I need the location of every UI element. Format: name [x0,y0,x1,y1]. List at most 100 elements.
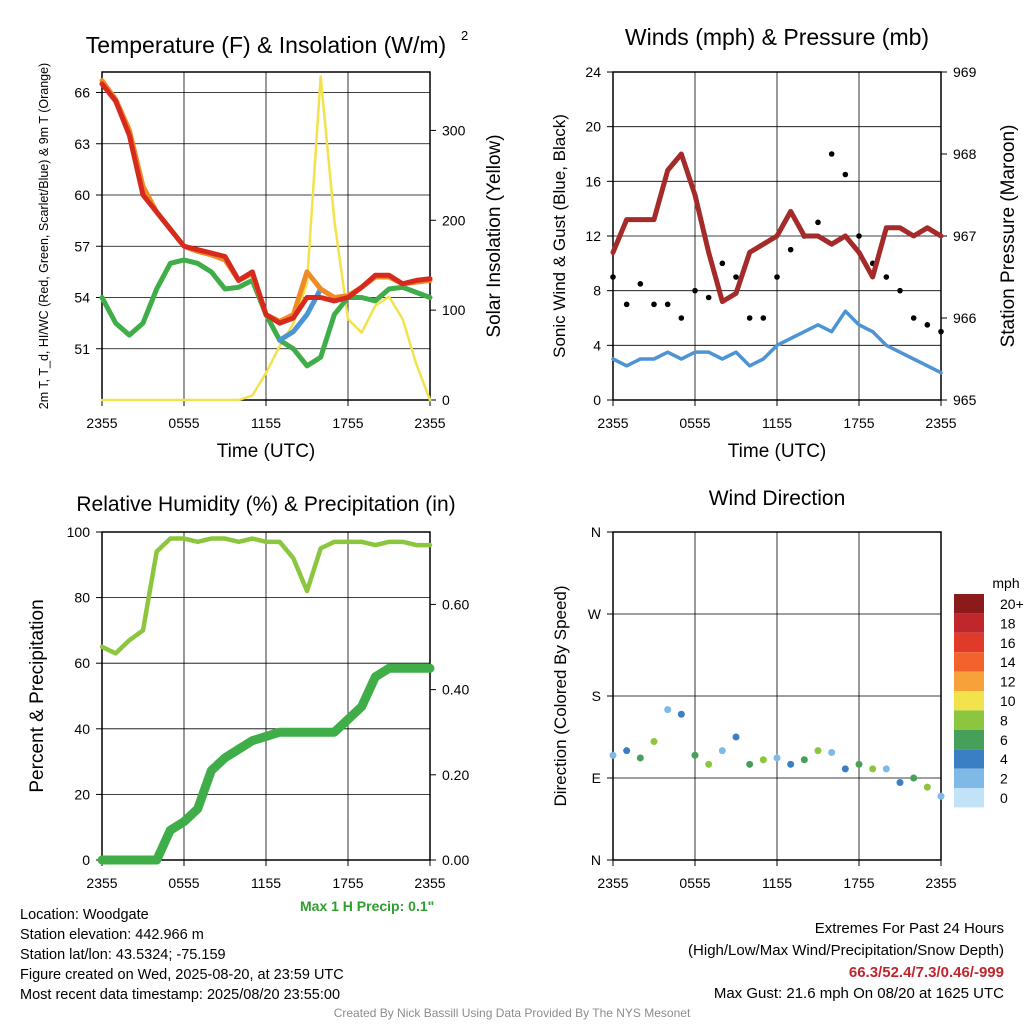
direction-point [937,792,945,800]
y-right-tick-label: 0.00 [442,852,469,868]
direction-point [855,760,863,768]
direction-point [650,738,658,746]
y-tick-label: 80 [74,590,90,606]
legend-label: 12 [1000,674,1016,690]
series-line-relative-humidity [99,536,433,656]
y-tick-label: E [592,770,601,786]
gust-point [897,287,903,294]
direction-point [896,779,904,787]
x-tick-label: 1755 [332,415,363,431]
legend-swatch [954,691,984,711]
y-axis-label: Sonic Wind & Gust (Blue, Black) [550,114,569,358]
legend-swatch [954,768,984,788]
gust-point [774,274,780,280]
x-tick-label: 0555 [679,875,710,891]
x-tick-label: 2355 [86,875,117,891]
legend-swatch [954,652,984,672]
y-right-tick-label: 969 [953,64,977,80]
y-right-tick-label: 200 [442,212,466,228]
panel-3 [607,531,945,866]
legend-label: 14 [1000,654,1016,670]
direction-point [787,760,795,768]
y-right-tick-label: 966 [953,310,977,326]
x-tick-label: 2355 [414,875,445,891]
direction-point [910,774,918,782]
legend-swatch [954,594,984,614]
direction-point [869,765,877,773]
title-superscript: 2 [461,28,468,43]
legend-swatch [954,729,984,750]
x-tick-label: 2355 [414,415,445,431]
series-line-hi-wc [277,286,324,343]
credit-text: Created By Nick Bassill Using Data Provi… [333,1006,691,1020]
gust-point [746,315,753,321]
gust-point [924,322,931,328]
gust-point [610,274,616,280]
series-line-2m-t [99,81,433,326]
gust-point [828,151,835,157]
y-axis-right-label: Solar Insolation (Yellow) [484,134,505,337]
extremes-info: Extremes For Past 24 Hours (High/Low/Max… [584,918,1004,1004]
y-tick-label: 60 [74,655,90,671]
y-tick-label: 63 [74,136,90,152]
y-right-tick-label: 300 [442,122,466,138]
y-tick-label: 20 [585,119,601,135]
gust-point [787,246,794,253]
gust-point [719,260,726,267]
y-tick-label: 24 [585,64,601,80]
gust-point [856,233,862,239]
direction-point [773,754,781,762]
created-text: Figure created on Wed, 2025-08-20, at 23… [20,967,344,983]
legend-label: 10 [1000,693,1016,709]
legend-title: mph [992,575,1019,591]
y-tick-label: 12 [585,228,601,244]
y-tick-label: W [588,606,602,622]
chart-title: Temperature (F) & Insolation (W/m) [86,32,446,58]
plot-frame [612,531,942,861]
plot-frame [101,531,431,861]
legend-label: 20+ [1000,596,1024,612]
legend-swatch [954,632,984,653]
x-tick-label: 1155 [762,415,792,431]
legend-label: 6 [1000,732,1008,748]
recent-text: Most recent data timestamp: 2025/08/20 2… [20,987,341,1003]
y-tick-label: 66 [74,85,90,101]
location-text: Location: Woodgate [20,907,149,923]
direction-point [882,765,890,773]
legend-label: 18 [1000,615,1016,631]
legend-label: 16 [1000,635,1016,651]
gust-point [637,281,644,287]
panel-2 [96,531,436,866]
gust-point [678,315,685,321]
chart-title: Relative Humidity (%) & Precipitation (i… [76,493,455,516]
direction-point [732,733,740,741]
gust-point [883,274,890,280]
x-tick-label: 2355 [925,415,956,431]
legend-swatch [954,749,984,769]
direction-point [664,706,672,714]
y-tick-label: N [591,852,601,868]
x-tick-label: 0555 [168,415,199,431]
direction-point [841,765,849,773]
gust-point [815,219,821,226]
direction-point [609,751,617,759]
y-tick-label: 60 [74,187,90,203]
x-tick-label: 1755 [843,875,874,891]
y-tick-label: N [591,524,601,540]
direction-point [718,747,726,755]
max-gust-text: Max Gust: 21.6 mph On 08/20 at 1625 UTC [713,985,1004,1002]
direction-point [814,747,822,755]
series-line-station-pressure [610,151,944,305]
y-tick-label: 100 [67,524,91,540]
latlon-text: Station lat/lon: 43.5324; -75.159 [20,947,226,963]
y-right-tick-label: 967 [953,228,977,244]
y-axis-right-label: Station Pressure (Maroon) [998,125,1019,348]
series-line-solar-insolation [100,75,432,402]
elevation-text: Station elevation: 442.966 m [20,927,204,943]
series-line-sonic-wind [611,309,943,375]
gust-point [692,287,698,294]
chart-title: Winds (mph) & Pressure (mb) [625,24,929,50]
y-right-tick-label: 0.40 [442,682,469,698]
extremes-values: 66.3/52.4/7.3/0.46/-999 [848,964,1004,981]
